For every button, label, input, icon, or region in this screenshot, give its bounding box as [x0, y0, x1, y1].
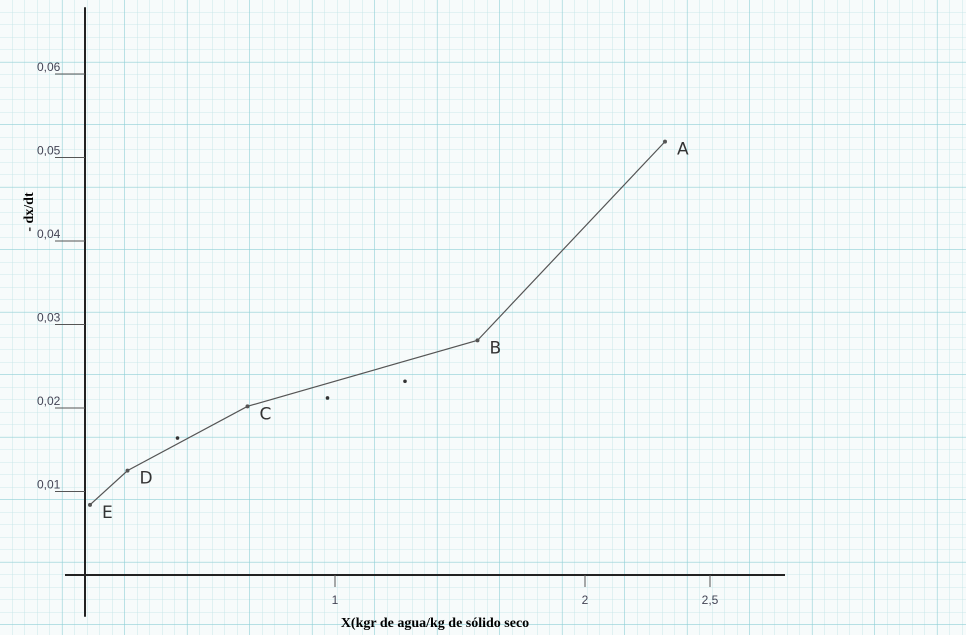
x-axis-label: X(kgr de agua/kg de sólido seco	[341, 616, 529, 631]
y-axis-label: - dx/dt	[22, 192, 37, 232]
point-label: A	[677, 140, 689, 160]
scatter-point	[326, 396, 330, 400]
y-tick-label: 0,03	[37, 311, 61, 325]
point	[476, 338, 480, 342]
point-label: C	[260, 404, 272, 424]
point-label: D	[140, 469, 153, 489]
scatter-point	[403, 379, 407, 383]
point-label: E	[102, 503, 113, 523]
point	[246, 404, 250, 408]
chart: - dx/dt X(kgr de agua/kg de sólido seco …	[0, 0, 966, 635]
y-tick-label: 0,04	[37, 227, 61, 241]
scatter-point	[176, 436, 180, 440]
y-tick-label: 0,02	[37, 394, 61, 408]
point-label: B	[490, 338, 502, 358]
x-tick-label: 2	[582, 593, 589, 607]
point	[126, 469, 130, 473]
x-tick-label: 2,5	[702, 593, 719, 607]
point	[88, 503, 92, 507]
point	[663, 140, 667, 144]
x-tick-label: 1	[332, 593, 339, 607]
y-tick-label: 0,06	[37, 60, 61, 74]
graph-paper	[0, 0, 966, 635]
y-tick-label: 0,01	[37, 478, 61, 492]
y-tick-label: 0,05	[37, 144, 61, 158]
